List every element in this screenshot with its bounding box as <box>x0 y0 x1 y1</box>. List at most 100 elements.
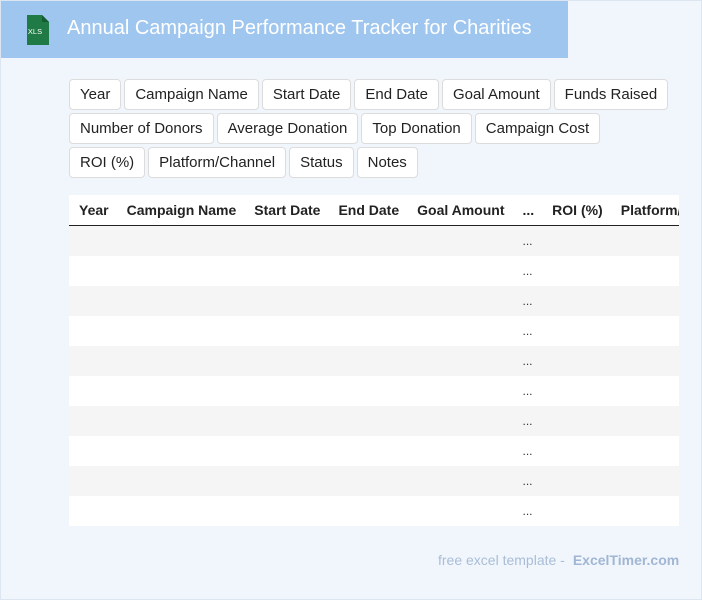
column-header: End Date <box>328 195 408 226</box>
footer-text: free excel template - <box>438 552 565 568</box>
tag[interactable]: Average Donation <box>216 113 359 144</box>
table-cell: ... <box>522 444 533 458</box>
tag[interactable]: Goal Amount <box>441 79 551 110</box>
table-cell <box>69 376 117 406</box>
table-row: ... <box>69 286 679 316</box>
tag[interactable]: End Date <box>354 79 439 110</box>
table-cell <box>244 466 329 496</box>
table-cell <box>328 466 408 496</box>
table-cell <box>542 496 611 526</box>
table-cell <box>407 256 512 286</box>
header: XLS Annual Campaign Performance Tracker … <box>1 1 568 58</box>
table-cell <box>542 225 611 256</box>
table-cell: ... <box>512 466 543 496</box>
table-cell <box>611 256 679 286</box>
table-cell: ... <box>512 346 543 376</box>
table-cell <box>407 316 512 346</box>
table-cell <box>69 406 117 436</box>
table-cell <box>117 436 245 466</box>
table-cell <box>244 436 328 466</box>
table-cell <box>116 346 245 376</box>
table-cell: ... <box>522 264 533 278</box>
table-cell <box>542 406 611 436</box>
table-cell <box>542 436 611 466</box>
table-cell <box>116 225 245 256</box>
table-cell <box>244 256 328 286</box>
table-cell <box>328 376 407 406</box>
table-row: ... <box>69 346 679 376</box>
table-cell <box>117 256 245 286</box>
table-cell <box>117 376 245 406</box>
table-cell <box>611 436 679 466</box>
table-cell <box>407 496 512 526</box>
column-header: Start Date <box>244 195 329 226</box>
table-cell <box>407 406 513 436</box>
tag[interactable]: Funds Raised <box>553 79 669 110</box>
table-cell <box>69 256 117 286</box>
table-cell <box>542 316 611 346</box>
table-cell <box>69 346 117 376</box>
table-cell <box>328 496 407 526</box>
footer-link[interactable]: ExcelTimer.com <box>572 552 680 568</box>
table-cell: ... <box>512 225 543 256</box>
table-cell <box>328 436 407 466</box>
table-row: ... <box>69 316 679 346</box>
table-cell <box>407 286 513 316</box>
table-cell <box>69 466 117 496</box>
tag[interactable]: Start Date <box>261 79 352 110</box>
tag[interactable]: Top Donation <box>361 113 472 144</box>
table-cell <box>407 225 513 256</box>
table-cell <box>407 346 513 376</box>
tag[interactable]: ROI (%) <box>69 147 146 178</box>
tag[interactable]: Campaign Name <box>124 79 259 110</box>
table-cell <box>407 436 512 466</box>
table-cell <box>610 225 679 256</box>
table-cell <box>328 316 407 346</box>
table-row: ... <box>69 376 679 406</box>
table-cell <box>244 376 328 406</box>
table-cell <box>244 286 329 316</box>
column-header: Platform/Channel <box>610 195 679 226</box>
tag[interactable]: Year <box>69 79 122 110</box>
table-row: ... <box>69 225 679 256</box>
footer: free excel template - ExcelTimer.com <box>438 552 679 568</box>
table-row: ... <box>69 466 679 496</box>
table-cell <box>69 436 117 466</box>
tag[interactable]: Number of Donors <box>69 113 214 144</box>
table-cell <box>407 466 513 496</box>
table-cell <box>69 225 117 256</box>
tag[interactable]: Notes <box>356 147 418 178</box>
tag[interactable]: Platform/Channel <box>148 147 287 178</box>
table-cell <box>542 466 611 496</box>
column-header: ... <box>512 195 543 226</box>
table-cell: ... <box>522 324 533 338</box>
table-cell <box>611 316 679 346</box>
table-cell: ... <box>512 286 543 316</box>
table-cell <box>611 496 679 526</box>
table-cell <box>610 466 679 496</box>
table-cell: ... <box>522 384 533 398</box>
xls-icon: XLS <box>27 15 49 45</box>
tag-list: Year Campaign Name Start Date End Date Goal … <box>69 79 679 178</box>
table-cell <box>116 466 245 496</box>
table-cell <box>244 406 329 436</box>
table-cell <box>69 316 117 346</box>
tag[interactable]: Campaign Cost <box>474 113 601 144</box>
table-cell <box>116 406 245 436</box>
table-cell <box>69 496 117 526</box>
table-row: ... <box>69 436 679 466</box>
header-row: Year Campaign Name Start Date End Date Goal … <box>69 195 679 226</box>
tag[interactable]: Status <box>289 147 354 178</box>
table-cell <box>407 376 512 406</box>
table-cell <box>328 286 408 316</box>
table-cell <box>328 256 407 286</box>
table-cell <box>244 346 329 376</box>
table-cell <box>244 496 328 526</box>
table-cell <box>610 406 679 436</box>
table-cell <box>244 225 329 256</box>
table-cell <box>328 346 408 376</box>
table-cell: ... <box>512 406 543 436</box>
table-cell <box>611 376 679 406</box>
table-cell <box>610 346 679 376</box>
